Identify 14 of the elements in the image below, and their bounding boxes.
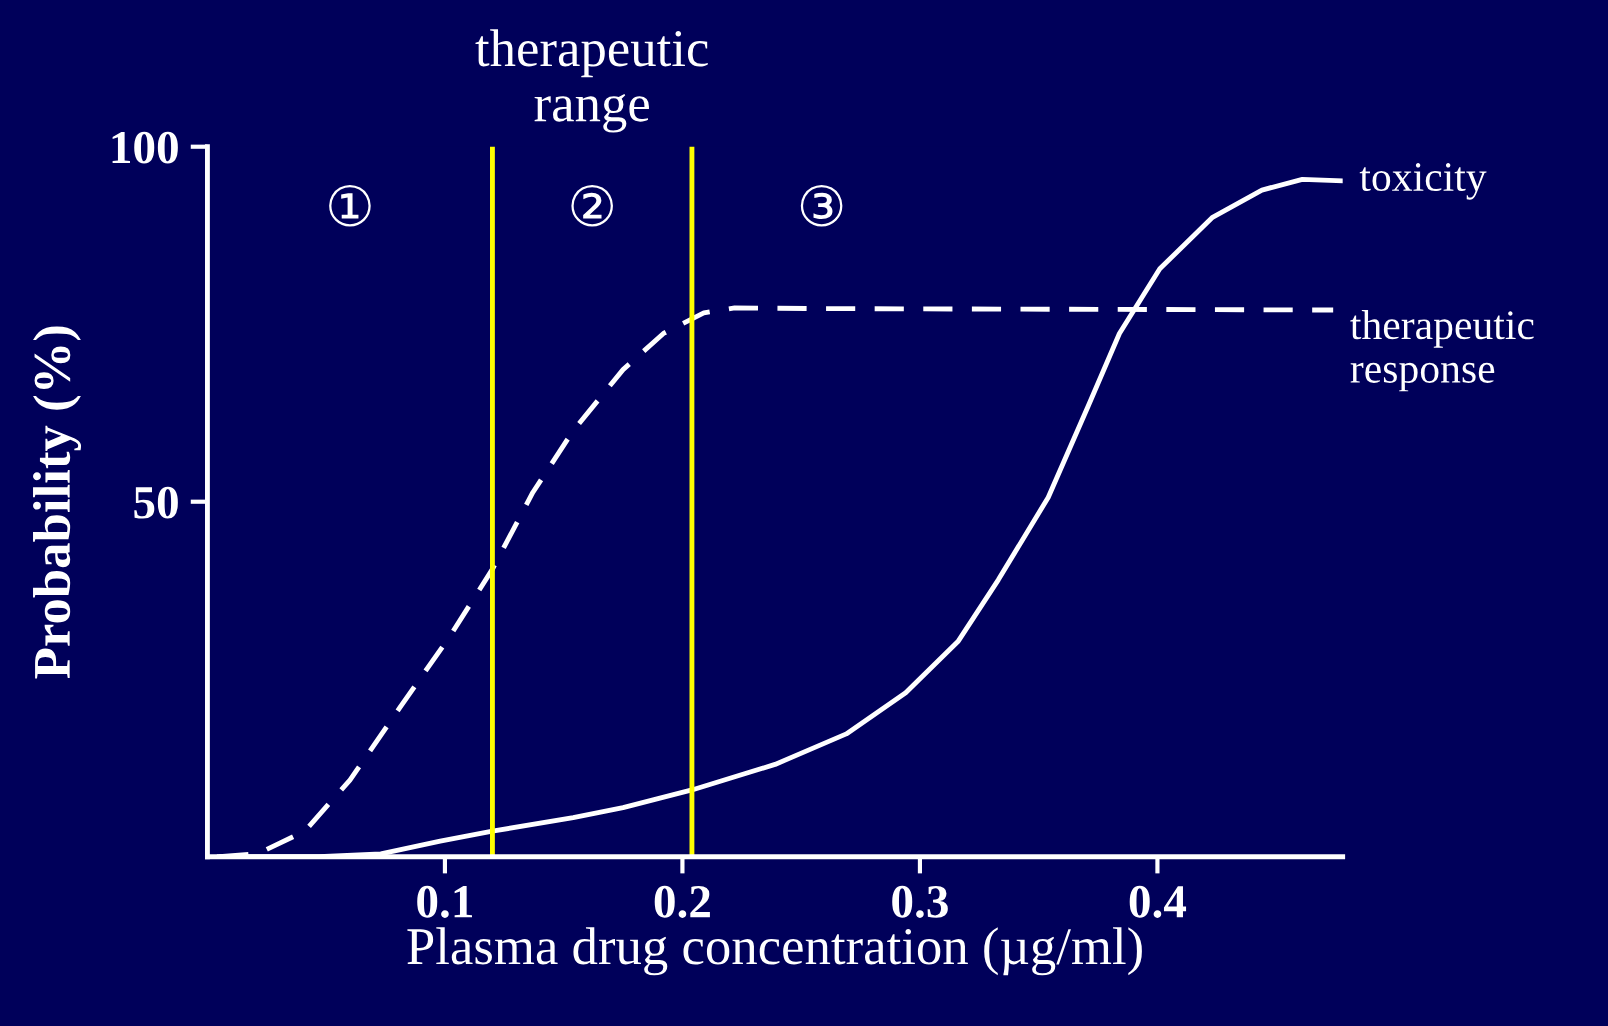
annotation: ①: [329, 184, 371, 227]
x-tick-label: 0.4: [1129, 885, 1187, 918]
x-tick-label: 0.2: [654, 885, 710, 918]
annotation: ②: [571, 184, 613, 227]
x-tick-label: 0.1: [417, 885, 472, 918]
annotation: ③: [800, 184, 843, 227]
y-tick-label: 50: [134, 486, 178, 519]
series-label: toxicity: [1359, 163, 1487, 200]
series-label: therapeutic response: [1350, 310, 1534, 392]
x-tick-label: 0.3: [892, 885, 948, 918]
chart-title: therapeutic range: [475, 29, 708, 133]
y-tick-label: 100: [112, 131, 178, 164]
y-axis-title: Probability (%): [33, 326, 82, 679]
x-axis-title: Plasma drug concentration (µg/ml): [407, 927, 1142, 976]
